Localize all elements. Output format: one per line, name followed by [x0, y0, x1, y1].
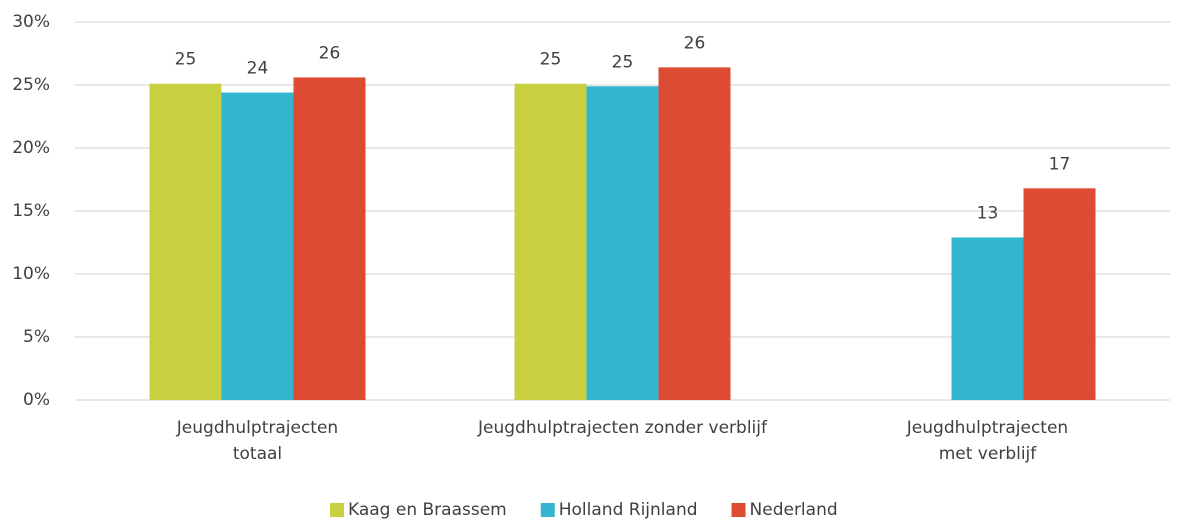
value-label: 25: [540, 50, 562, 70]
bar: [658, 67, 731, 401]
y-tick-label: 20%: [12, 138, 50, 158]
x-tick-label: met verblijf: [939, 444, 1038, 464]
bar: [149, 83, 222, 401]
bar: [514, 83, 587, 401]
bar: [221, 92, 294, 400]
x-tick-label: totaal: [233, 444, 282, 464]
value-label: 17: [1049, 154, 1071, 174]
x-tick-label: Jeugdhulptrajecten: [176, 418, 338, 438]
y-tick-label: 15%: [12, 201, 50, 221]
y-tick-label: 5%: [23, 327, 50, 347]
legend-swatch: [731, 503, 746, 517]
y-tick-label: 30%: [12, 12, 50, 32]
legend-label: Holland Rijnland: [559, 500, 698, 520]
y-tick-label: 0%: [23, 390, 50, 410]
bar: [1023, 188, 1096, 400]
legend-swatch: [540, 503, 555, 517]
legend-label: Nederland: [750, 500, 838, 520]
value-label: 24: [247, 59, 269, 79]
bar: [951, 237, 1024, 400]
value-label: 13: [977, 203, 999, 223]
bar: [293, 77, 366, 400]
value-label: 26: [319, 43, 341, 63]
value-label: 25: [612, 52, 634, 72]
y-tick-label: 25%: [12, 75, 50, 95]
x-tick-label: Jeugdhulptrajecten zonder verblijf: [477, 418, 768, 438]
legend-label: Kaag en Braassem: [348, 500, 507, 520]
x-tick-label: Jeugdhulptrajecten: [906, 418, 1068, 438]
legend-swatch: [330, 503, 344, 517]
value-label: 25: [175, 50, 197, 70]
bar: [586, 86, 659, 400]
y-tick-label: 10%: [12, 264, 50, 284]
value-label: 26: [684, 33, 706, 53]
